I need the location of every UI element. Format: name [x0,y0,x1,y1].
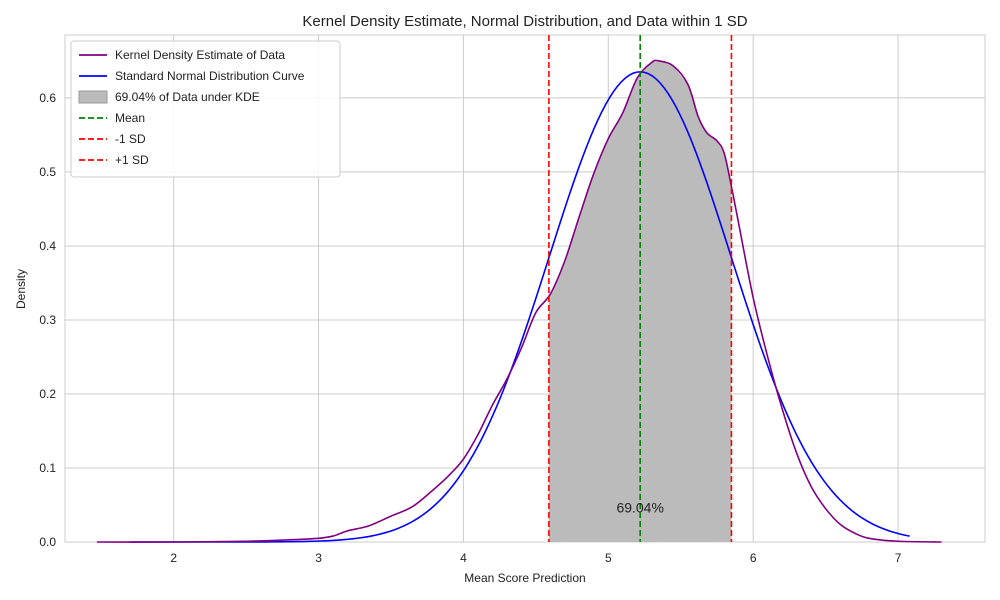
y-tick-label: 0.6 [39,91,56,105]
legend-label: Mean [115,111,145,125]
y-tick-label: 0.0 [39,535,56,549]
gridlines [64,34,986,543]
legend-label: Kernel Density Estimate of Data [115,48,285,62]
fill-percentage-annotation: 69.04% [616,499,663,515]
y-tick-label: 0.1 [39,461,56,475]
plot-frame [64,34,986,543]
tick-labels: 2 3 4 5 6 7 0.0 0.1 0.2 0.3 0.4 0.5 0.6 [39,91,901,565]
legend-label: +1 SD [115,153,149,167]
x-tick-label: 4 [460,551,467,565]
legend-label: 69.04% of Data under KDE [115,90,260,104]
y-tick-label: 0.3 [39,313,56,327]
x-tick-label: 5 [605,551,612,565]
y-axis-label: Density [14,269,28,309]
legend: Kernel Density Estimate of Data Standard … [70,40,341,178]
y-tick-label: 0.2 [39,387,56,401]
x-tick-label: 7 [895,551,902,565]
normal-curve-line [130,71,910,543]
legend-swatch [78,90,108,104]
curve-layer [96,59,942,543]
vertical-lines [548,35,733,542]
x-tick-label: 6 [750,551,757,565]
y-tick-label: 0.4 [39,239,56,253]
x-tick-label: 3 [315,551,322,565]
x-tick-label: 2 [170,551,177,565]
legend-label: Standard Normal Distribution Curve [115,69,305,83]
kde-curve-line [96,59,942,543]
chart-title: Kernel Density Estimate, Normal Distribu… [302,13,747,30]
x-axis-label: Mean Score Prediction [464,571,585,585]
legend-label: -1 SD [115,132,146,146]
y-tick-label: 0.5 [39,165,56,179]
legend-box [70,40,341,178]
